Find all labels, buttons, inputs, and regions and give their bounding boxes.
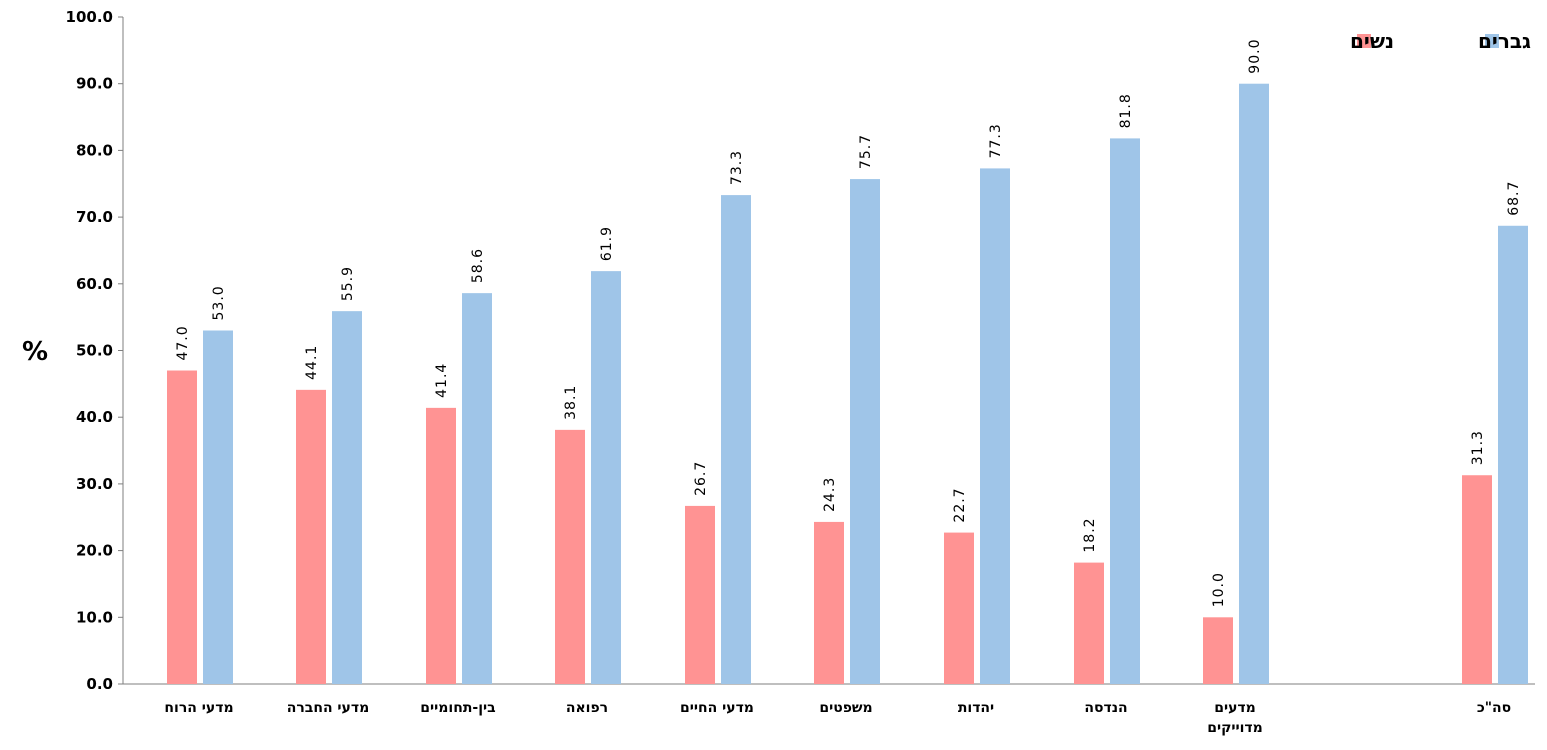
legend-label: גברים [1478, 29, 1531, 53]
data-label: 41.4 [434, 363, 450, 398]
bar [426, 407, 456, 684]
x-tick-label: מדעי החברה [287, 700, 370, 716]
y-tick-label: 90.0 [76, 75, 113, 93]
bar [721, 195, 751, 685]
bar [332, 311, 362, 684]
bar [555, 429, 585, 684]
y-tick-label: 10.0 [76, 608, 113, 626]
bar [980, 168, 1010, 684]
bar [1110, 138, 1140, 685]
bar [167, 370, 197, 684]
bar [296, 389, 326, 684]
legend-label: נשים [1350, 29, 1394, 53]
data-label: 61.9 [599, 226, 615, 261]
x-tick-label: בין-תחומיים [420, 700, 495, 716]
y-tick-label: 70.0 [76, 208, 113, 226]
x-tick-label: יהדות [958, 700, 994, 716]
y-axis-label: % [22, 337, 48, 367]
bar [591, 271, 621, 684]
bar [203, 330, 233, 684]
data-label: 55.9 [340, 266, 356, 301]
data-label: 31.3 [1470, 430, 1486, 465]
data-label: 58.6 [470, 248, 486, 283]
data-label: 75.7 [858, 134, 874, 169]
y-tick-label: 20.0 [76, 542, 113, 560]
data-label: 10.0 [1211, 572, 1227, 607]
data-label: 73.3 [729, 150, 745, 185]
x-tick-label: מדעי החיים [680, 700, 754, 716]
x-tick-label: מדעי הרוח [164, 700, 233, 716]
data-label: 18.2 [1082, 517, 1098, 552]
data-label: 53.0 [211, 285, 227, 320]
y-tick-label: 30.0 [76, 475, 113, 493]
x-tick-label: הנדסה [1084, 700, 1127, 716]
bar [1239, 83, 1269, 684]
data-label: 24.3 [822, 477, 838, 512]
data-label: 68.7 [1506, 181, 1522, 216]
data-label: 81.8 [1118, 93, 1134, 128]
data-label: 47.0 [175, 325, 191, 360]
bar [1074, 562, 1104, 684]
data-label: 90.0 [1247, 39, 1263, 74]
x-tick-label: רפואה [566, 700, 608, 716]
x-tick-label: מדוייקים [1207, 720, 1263, 736]
y-tick-label: 0.0 [86, 675, 113, 693]
x-tick-label: מדעים [1214, 700, 1256, 716]
y-tick-label: 60.0 [76, 275, 113, 293]
bar [685, 505, 715, 684]
bar [944, 532, 974, 684]
data-label: 44.1 [304, 345, 320, 380]
legend-swatch [1357, 34, 1371, 48]
bar [1203, 617, 1233, 684]
bar [850, 179, 880, 684]
bar [1462, 475, 1492, 684]
data-label: 38.1 [563, 385, 579, 420]
y-tick-label: 40.0 [76, 408, 113, 426]
x-tick-label: משפטים [819, 700, 872, 716]
data-label: 22.7 [952, 487, 968, 522]
y-tick-label: 80.0 [76, 141, 113, 159]
y-tick-label: 50.0 [76, 342, 113, 360]
data-label: 26.7 [693, 461, 709, 496]
bar [814, 521, 844, 684]
bar [462, 293, 492, 684]
legend-swatch [1485, 34, 1499, 48]
data-label: 77.3 [988, 123, 1004, 158]
x-tick-label: סה"כ [1477, 700, 1511, 716]
bar [1498, 225, 1528, 684]
y-tick-label: 100.0 [66, 8, 113, 26]
